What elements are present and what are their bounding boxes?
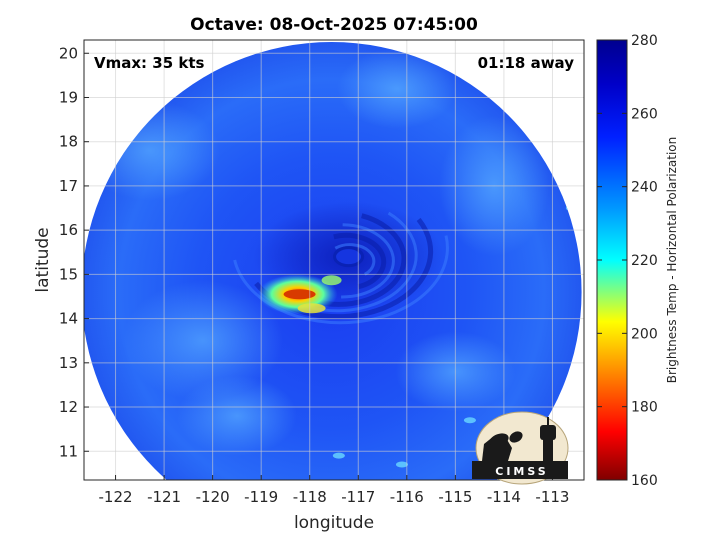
colorbar-tick-label: 280 <box>631 33 658 49</box>
swath-cool-patch <box>122 280 283 401</box>
colorbar-tick-label: 220 <box>631 253 658 269</box>
y-axis-ticks: 11 12 13 14 15 16 17 18 19 20 <box>59 44 89 460</box>
cimss-logo-text: CIMSS <box>495 465 548 478</box>
axes-box <box>83 39 585 481</box>
y-tick-label: 19 <box>59 88 78 106</box>
colorbar-tick-label: 260 <box>631 106 658 122</box>
cold-core-secondary <box>297 303 326 314</box>
time-away-annotation: 01:18 away <box>478 54 575 72</box>
y-tick-label: 14 <box>59 310 78 328</box>
y-tick-label: 12 <box>59 398 78 416</box>
cold-core-center <box>283 289 316 300</box>
x-tick-label: -122 <box>99 488 133 506</box>
colorbar-label: Brightness Temp - Horizontal Polarizatio… <box>665 137 679 384</box>
cool-fleck <box>463 417 476 424</box>
vmax-annotation: Vmax: 35 kts <box>94 54 204 72</box>
cool-fleck <box>395 461 408 468</box>
x-axis-label: longitude <box>294 513 374 533</box>
colorbar-ticks: 160 180 200 220 240 260 280 <box>597 33 658 489</box>
figure-title: Octave: 08-Oct-2025 07:45:00 <box>190 15 478 35</box>
y-tick-label: 17 <box>59 177 78 195</box>
cool-fleck <box>332 452 345 459</box>
colorbar-tick-label: 180 <box>631 400 658 416</box>
colorbar-tick-label: 160 <box>631 473 658 489</box>
cimss-logo: CIMSS <box>472 411 569 485</box>
y-tick-label: 11 <box>59 442 78 460</box>
x-tick-label: -115 <box>438 488 472 506</box>
colorbar-tick-label: 200 <box>631 326 658 342</box>
colorbar-tick-label: 240 <box>631 180 658 196</box>
cold-core-fleck <box>321 275 342 286</box>
x-tick-label: -114 <box>487 488 521 506</box>
x-tick-label: -120 <box>196 488 230 506</box>
x-tick-label: -118 <box>293 488 327 506</box>
colorbar: 160 180 200 220 240 260 280 Brightness Temp - … <box>596 33 679 489</box>
y-tick-label: 15 <box>59 265 78 283</box>
y-tick-label: 18 <box>59 133 78 151</box>
spiral-band <box>333 232 387 290</box>
swath-cool-patch <box>176 375 297 456</box>
y-tick-label: 20 <box>59 44 78 62</box>
y-tick-label: 16 <box>59 221 78 239</box>
x-axis-ticks: -122 -121 -120 -119 -118 -117 -116 -115 -114 -113 <box>99 475 569 506</box>
swath-cool-patch <box>337 48 458 129</box>
spiral-band <box>341 223 395 299</box>
y-axis-label: latitude <box>33 227 53 292</box>
x-tick-label: -121 <box>147 488 181 506</box>
storm-eye <box>333 246 365 268</box>
x-tick-label: -119 <box>244 488 278 506</box>
spiral-band <box>334 243 376 276</box>
x-tick-label: -117 <box>341 488 375 506</box>
y-tick-label: 13 <box>59 354 78 372</box>
x-tick-label: -113 <box>535 488 569 506</box>
x-tick-label: -116 <box>390 488 424 506</box>
